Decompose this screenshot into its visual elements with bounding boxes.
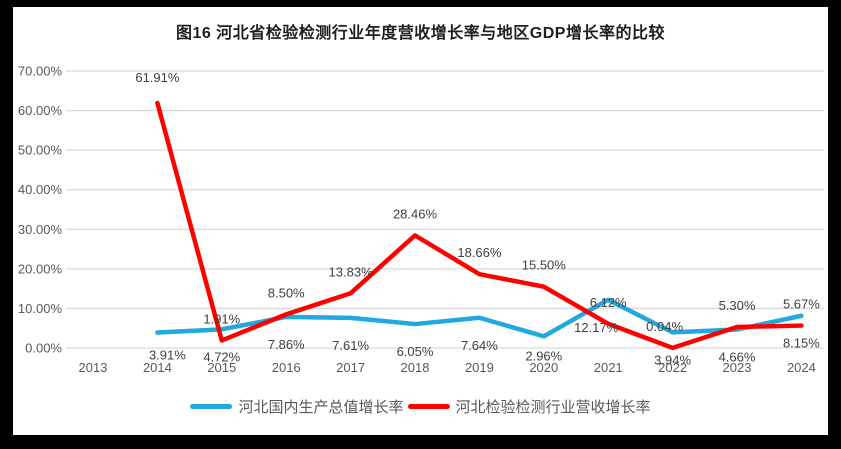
x-axis-tick-label-2022: 2022 [658, 360, 687, 375]
y-axis-tick-label: 30.00% [18, 222, 63, 237]
x-axis-tick-label-2018: 2018 [401, 360, 430, 375]
chart-background: 图16 河北省检验检测行业年度营收增长率与地区GDP增长率的比较 0.00% 10… [13, 7, 828, 435]
x-axis-tick-label-2020: 2020 [529, 360, 558, 375]
data-label-gdp-growth-line-2015: 4.72% [203, 349, 240, 364]
data-label-testing-revenue-line-2024: 5.67% [783, 297, 820, 312]
data-label-gdp-growth-line-2021: 12.17% [574, 320, 619, 335]
data-label-gdp-growth-line-2024: 8.15% [783, 336, 820, 351]
data-label-testing-revenue-line-2019: 18.66% [457, 245, 502, 260]
testing-revenue-series-swatch [407, 404, 450, 409]
x-axis-tick-label-2023: 2023 [723, 360, 752, 375]
data-label-gdp-growth-line-2014: 3.91% [149, 348, 186, 363]
x-axis-tick-label-2017: 2017 [336, 360, 365, 375]
legend: 河北国内生产总值增长率 河北检验检测行业营收增长率 [13, 396, 828, 417]
gdp-series-swatch [190, 404, 233, 409]
data-label-testing-revenue-line-2020: 15.50% [522, 258, 567, 273]
y-axis-tick-label: 10.00% [18, 301, 63, 316]
y-axis-tick-label: 0.00% [25, 341, 62, 356]
y-axis-tick-label: 40.00% [18, 182, 63, 197]
testing-revenue-line[interactable] [155, 100, 804, 351]
data-label-gdp-growth-line-2016: 7.86% [268, 337, 305, 352]
gdp-growth-line[interactable] [155, 297, 804, 339]
testing-revenue-series-label: 河北检验检测行业营收增长率 [455, 399, 651, 416]
data-label-testing-revenue-line-2016: 8.50% [268, 285, 305, 300]
x-axis-tick-label-2021: 2021 [594, 360, 623, 375]
y-axis-tick-label: 70.00% [18, 64, 63, 79]
data-label-gdp-growth-line-2018: 6.05% [397, 344, 434, 359]
x-axis-tick-label-2019: 2019 [465, 360, 494, 375]
data-label-testing-revenue-line-2014: 61.91% [135, 70, 180, 85]
y-axis-tick-label: 50.00% [18, 143, 63, 158]
data-label-gdp-growth-line-2022: 3.94% [654, 352, 691, 367]
x-axis-tick-label-2014: 2014 [143, 360, 172, 375]
data-label-testing-revenue-line-2021: 6.12% [590, 295, 627, 310]
plot-area: 0.00% 10.00% 20.00% 30.00% 40.00% 50.00% 60.00… [18, 64, 824, 375]
data-label-testing-revenue-line-2017: 13.83% [329, 264, 374, 279]
data-label-gdp-growth-line-2023: 4.66% [719, 350, 756, 365]
gdp-series-label: 河北国内生产总值增长率 [238, 399, 404, 416]
chart-title: 图16 河北省检验检测行业年度营收增长率与地区GDP增长率的比较 [176, 25, 665, 42]
y-axis-tick-label: 60.00% [18, 103, 63, 118]
y-axis-tick-label: 20.00% [18, 261, 63, 276]
data-label-testing-revenue-line-2015: 1.91% [203, 311, 240, 326]
data-label-gdp-growth-line-2017: 7.61% [332, 338, 369, 353]
x-axis-tick-label-2015: 2015 [207, 360, 236, 375]
data-label-gdp-growth-line-2020: 2.96% [525, 348, 562, 363]
legend-item-testing-revenue[interactable]: 河北检验检测行业营收增长率 [407, 396, 651, 417]
x-axis-tick-label-2024: 2024 [787, 360, 816, 375]
data-label-testing-revenue-line-2018: 28.46% [393, 206, 438, 221]
data-label-testing-revenue-line-2023: 5.30% [719, 298, 756, 313]
x-axis-tick-label-2016: 2016 [272, 360, 301, 375]
data-label-gdp-growth-line-2019: 7.64% [461, 338, 498, 353]
x-axis-tick-label-2013: 2013 [79, 360, 108, 375]
legend-item-gdp-growth[interactable]: 河北国内生产总值增长率 [190, 396, 404, 417]
data-label-testing-revenue-line-2022: 0.04% [646, 319, 683, 334]
